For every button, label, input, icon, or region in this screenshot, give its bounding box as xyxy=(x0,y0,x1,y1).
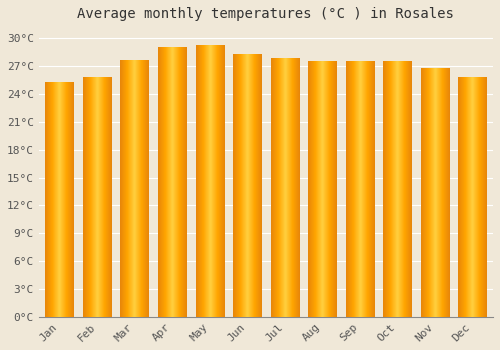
Title: Average monthly temperatures (°C ) in Rosales: Average monthly temperatures (°C ) in Ro… xyxy=(78,7,454,21)
